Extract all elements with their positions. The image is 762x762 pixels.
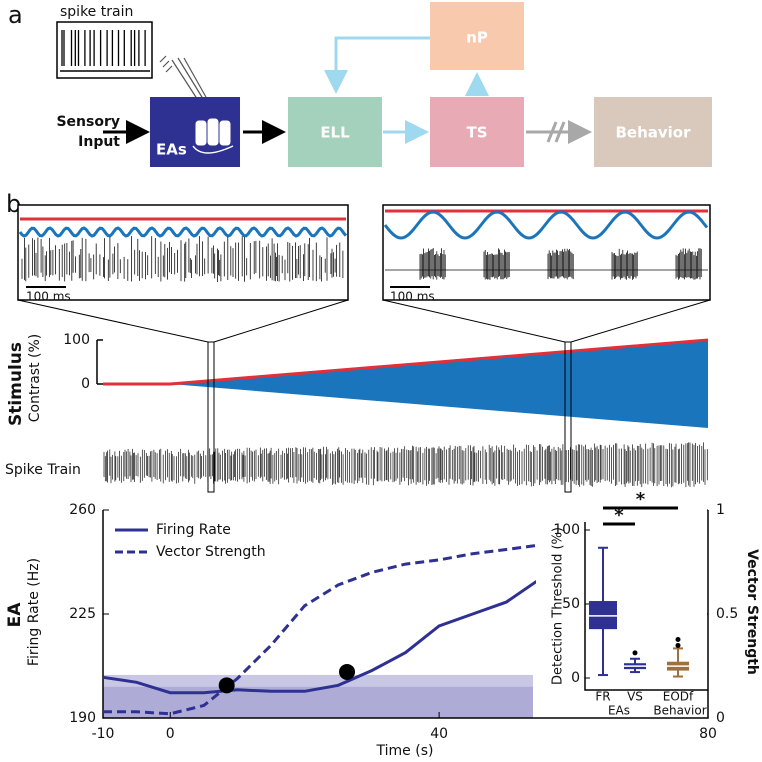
y-tick-label: 0 — [81, 376, 90, 392]
x-label: Time (s) — [376, 743, 434, 759]
cells — [192, 117, 234, 154]
spike-lines — [61, 30, 146, 66]
ts-box — [430, 97, 524, 167]
significance-label: * — [614, 505, 624, 526]
y-tick-label: 50 — [562, 596, 580, 612]
scale-label: 100 ms — [390, 290, 435, 304]
zoom-lines — [17, 299, 711, 343]
y-tick-label: 0 — [571, 670, 580, 686]
contrast-line — [103, 338, 709, 386]
scale-label: 100 ms — [26, 290, 71, 304]
y2-tick-label: 1 — [716, 502, 725, 518]
y-tick-label: 225 — [69, 606, 96, 622]
feedback-arrow — [324, 36, 430, 94]
spike-train — [103, 442, 708, 488]
inset-stimulus — [18, 226, 348, 238]
category-label: VS — [627, 690, 643, 704]
behavior-box — [594, 97, 712, 167]
inset-bg — [536, 500, 707, 717]
spike-train-icon — [60, 30, 150, 72]
inset-spikes — [385, 248, 708, 280]
y-label: Firing Rate (Hz) — [26, 558, 42, 666]
y-label: Stimulus — [6, 342, 26, 426]
inset-spikes — [21, 236, 344, 282]
inset-traces — [18, 209, 709, 282]
significance-label: * — [636, 489, 646, 510]
legend-label: Firing Rate — [156, 522, 231, 538]
inset-stimulus — [383, 210, 709, 240]
node-label: EAs — [156, 141, 187, 159]
group-label: Behavior — [653, 704, 706, 718]
threshold-marker — [339, 663, 356, 680]
y-tick-label: 100 — [553, 522, 580, 538]
panel-label: a — [8, 1, 23, 29]
y-tick-label: 100 — [63, 332, 90, 348]
node-label: Behavior — [615, 124, 691, 142]
y-tick-label: 190 — [69, 710, 96, 726]
group-label: EAs — [608, 704, 630, 718]
np-box — [430, 2, 524, 70]
node-label: TS — [466, 124, 487, 142]
stimulus-chart: 0 100 Stimulus Contrast (%) — [6, 332, 709, 428]
node-label: ELL — [320, 124, 350, 142]
y-label: Detection Threshold (%) — [551, 527, 566, 685]
y-label: EA — [5, 602, 25, 628]
category-label: FR — [595, 690, 610, 704]
spikes — [103, 442, 708, 488]
break — [546, 121, 566, 143]
x-tick-label: 0 — [166, 726, 175, 742]
input-label: Input — [78, 134, 120, 150]
legend-label: Vector Strength — [156, 544, 266, 560]
input-label: Sensory — [56, 114, 120, 130]
x-tick-label: 40 — [430, 726, 448, 742]
inset-axes — [584, 522, 708, 691]
x-tick-label: 80 — [699, 726, 717, 742]
outlier — [675, 637, 681, 643]
threshold-marker — [218, 677, 235, 694]
outlier — [675, 642, 681, 648]
y2-tick-label: 0 — [716, 710, 725, 726]
y-label: Contrast (%) — [27, 334, 43, 423]
spike-train-box — [56, 21, 153, 79]
y-tick-label: 260 — [69, 502, 96, 518]
spike-train-label: Spike Train — [5, 462, 81, 478]
y2-label: Vector Strength — [744, 549, 760, 675]
node-label: nP — [466, 29, 488, 47]
series-line — [103, 543, 537, 716]
stimulus-wedge — [103, 340, 708, 428]
ell-box — [288, 97, 382, 167]
x-tick-label: -10 — [92, 726, 115, 742]
category-label: EODf — [663, 690, 694, 704]
outlier — [632, 650, 638, 656]
y2-tick-label: 0.5 — [716, 606, 738, 622]
series-line — [102, 580, 538, 695]
zoom-windows — [207, 341, 572, 493]
spike-train-label: spike train — [60, 4, 133, 20]
